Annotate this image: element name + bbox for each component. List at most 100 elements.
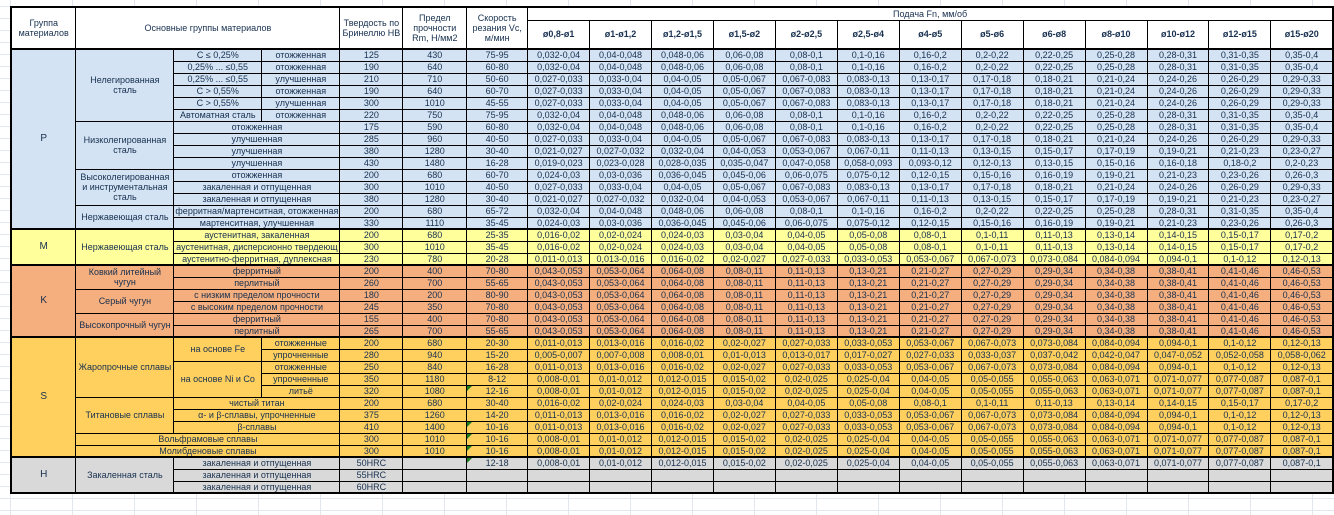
feed-cell[interactable]: 0,071-0,077: [1146, 384, 1210, 398]
feed-cell[interactable]: 0,19-0,21: [1146, 144, 1210, 158]
feed-cell[interactable]: 0,05-0,067: [712, 132, 776, 146]
feed-cell[interactable]: 0,17-0,19: [1084, 144, 1148, 158]
feed-cell[interactable]: 0,13-0,21: [836, 276, 900, 290]
hardness-cell[interactable]: 220: [339, 108, 404, 122]
feed-cell[interactable]: 0,27-0,29: [960, 324, 1024, 338]
speed-cell[interactable]: 70-80: [466, 264, 529, 278]
feed-cell[interactable]: 0,24-0,26: [1146, 84, 1210, 98]
feed-cell[interactable]: 0,04-0,048: [589, 204, 653, 218]
speed-cell[interactable]: 10-16: [466, 444, 529, 458]
feed-cell[interactable]: 0,34-0,38: [1084, 264, 1148, 278]
header-hardness-col[interactable]: Твердость по Бринеллю HB: [339, 6, 404, 50]
feed-cell[interactable]: 0,094-0,1: [1146, 252, 1210, 266]
speed-cell[interactable]: 10-16: [466, 432, 529, 446]
hardness-cell[interactable]: 180: [339, 288, 404, 302]
feed-cell[interactable]: [898, 468, 962, 482]
feed-cell[interactable]: 0,024-0,03: [651, 240, 714, 254]
feed-cell[interactable]: 0,032-0,04: [527, 108, 591, 122]
feed-cell[interactable]: 0,067-0,083: [774, 180, 838, 194]
speed-cell[interactable]: 12-16: [466, 384, 529, 398]
feed-cell[interactable]: 0,35-0,4: [1270, 60, 1334, 74]
header-diameter[interactable]: ø15-ø20: [1270, 19, 1334, 50]
feed-cell[interactable]: 0,41-0,46: [1208, 264, 1272, 278]
feed-cell[interactable]: 0,12-0,13: [1270, 360, 1334, 374]
feed-cell[interactable]: 0,05-0,067: [712, 72, 776, 86]
feed-cell[interactable]: 0,29-0,34: [1022, 276, 1086, 290]
feed-cell[interactable]: 0,032-0,04: [527, 204, 591, 218]
feed-cell[interactable]: 0,05-0,067: [712, 84, 776, 98]
feed-cell[interactable]: 0,033-0,037: [960, 348, 1024, 362]
feed-cell[interactable]: 0,11-0,13: [898, 144, 962, 158]
feed-cell[interactable]: 0,14-0,15: [1146, 396, 1210, 410]
speed-cell[interactable]: [466, 468, 529, 482]
feed-cell[interactable]: 0,35-0,4: [1270, 120, 1334, 134]
feed-cell[interactable]: 0,015-0,02: [712, 384, 776, 398]
feed-cell[interactable]: 0,06-0,08: [712, 120, 776, 134]
feed-cell[interactable]: 0,13-0,14: [1084, 240, 1148, 254]
feed-cell[interactable]: 0,27-0,29: [960, 300, 1024, 314]
feed-cell[interactable]: 0,067-0,083: [774, 72, 838, 86]
header-diameter[interactable]: ø8-ø10: [1084, 19, 1148, 50]
feed-cell[interactable]: 0,033-0,04: [589, 72, 653, 86]
feed-cell[interactable]: 0,011-0,013: [527, 420, 591, 434]
feed-cell[interactable]: 0,22-0,25: [1022, 120, 1086, 134]
feed-cell[interactable]: 0,19-0,21: [1084, 216, 1148, 230]
feed-cell[interactable]: 0,016-0,02: [651, 420, 714, 434]
feed-cell[interactable]: 0,048-0,06: [651, 204, 714, 218]
subgroup-cell[interactable]: 0,25% ... ≤0,55: [173, 72, 263, 86]
feed-cell[interactable]: [960, 480, 1024, 494]
feed-cell[interactable]: 0,21-0,24: [1084, 72, 1148, 86]
feed-cell[interactable]: 0,087-0,1: [1270, 444, 1334, 458]
feed-cell[interactable]: 0,1-0,16: [836, 120, 900, 134]
material-cell[interactable]: Нержавеющая сталь: [75, 204, 175, 230]
feed-cell[interactable]: 0,01-0,012: [589, 372, 653, 386]
feed-cell[interactable]: 0,063-0,071: [1084, 372, 1148, 386]
feed-cell[interactable]: 0,28-0,31: [1146, 120, 1210, 134]
feed-cell[interactable]: 0,094-0,1: [1146, 336, 1210, 350]
feed-cell[interactable]: 0,41-0,46: [1208, 288, 1272, 302]
strength-cell[interactable]: 940: [402, 348, 468, 362]
feed-cell[interactable]: 0,073-0,084: [1022, 408, 1086, 422]
feed-cell[interactable]: 0,29-0,34: [1022, 324, 1086, 338]
feed-cell[interactable]: 0,087-0,1: [1270, 384, 1334, 398]
feed-cell[interactable]: 0,15-0,17: [1022, 192, 1086, 206]
feed-cell[interactable]: 0,31-0,35: [1208, 120, 1272, 134]
feed-cell[interactable]: 0,17-0,18: [960, 180, 1024, 194]
feed-cell[interactable]: 0,027-0,033: [774, 360, 838, 374]
feed-cell[interactable]: 0,21-0,24: [1084, 132, 1148, 146]
feed-cell[interactable]: 0,08-0,11: [712, 312, 776, 326]
feed-cell[interactable]: 0,043-0,053: [527, 276, 591, 290]
feed-cell[interactable]: 0,19-0,21: [1084, 168, 1148, 182]
feed-cell[interactable]: 0,094-0,1: [1146, 408, 1210, 422]
feed-cell[interactable]: 0,31-0,35: [1208, 48, 1272, 62]
feed-cell[interactable]: 0,032-0,04: [527, 48, 591, 62]
feed-cell[interactable]: 0,032-0,04: [651, 192, 714, 206]
hardness-cell[interactable]: 245: [339, 300, 404, 314]
feed-cell[interactable]: 0,024-0,03: [651, 396, 714, 410]
feed-cell[interactable]: 0,02-0,027: [712, 252, 776, 266]
feed-cell[interactable]: 0,025-0,04: [836, 444, 900, 458]
feed-cell[interactable]: 0,071-0,077: [1146, 456, 1210, 470]
feed-cell[interactable]: 0,008-0,01: [527, 456, 591, 470]
header-diameter[interactable]: ø1-ø1,2: [589, 19, 653, 50]
state-cell[interactable]: упрочненные: [261, 372, 341, 386]
feed-cell[interactable]: 0,067-0,083: [774, 132, 838, 146]
state-cell[interactable]: аустенитная, дисперсионно твердеющ: [173, 240, 341, 254]
feed-cell[interactable]: 0,015-0,02: [712, 432, 776, 446]
strength-cell[interactable]: 1400: [402, 420, 468, 434]
feed-cell[interactable]: 0,46-0,53: [1270, 300, 1334, 314]
feed-cell[interactable]: 0,05-0,067: [712, 180, 776, 194]
feed-cell[interactable]: 0,067-0,11: [836, 144, 900, 158]
feed-cell[interactable]: 0,29-0,34: [1022, 300, 1086, 314]
feed-cell[interactable]: 0,084-0,094: [1084, 360, 1148, 374]
feed-cell[interactable]: 0,38-0,41: [1146, 300, 1210, 314]
feed-cell[interactable]: 0,04-0,05: [774, 396, 838, 410]
feed-cell[interactable]: 0,016-0,02: [651, 252, 714, 266]
feed-cell[interactable]: 0,007-0,008: [589, 348, 653, 362]
feed-cell[interactable]: 0,019-0,023: [527, 156, 591, 170]
feed-cell[interactable]: 0,21-0,24: [1084, 96, 1148, 110]
feed-cell[interactable]: [774, 468, 838, 482]
hardness-cell[interactable]: 375: [339, 408, 404, 422]
state-cell[interactable]: закаленная и отпущенная: [173, 480, 341, 494]
feed-cell[interactable]: 0,033-0,053: [836, 420, 900, 434]
